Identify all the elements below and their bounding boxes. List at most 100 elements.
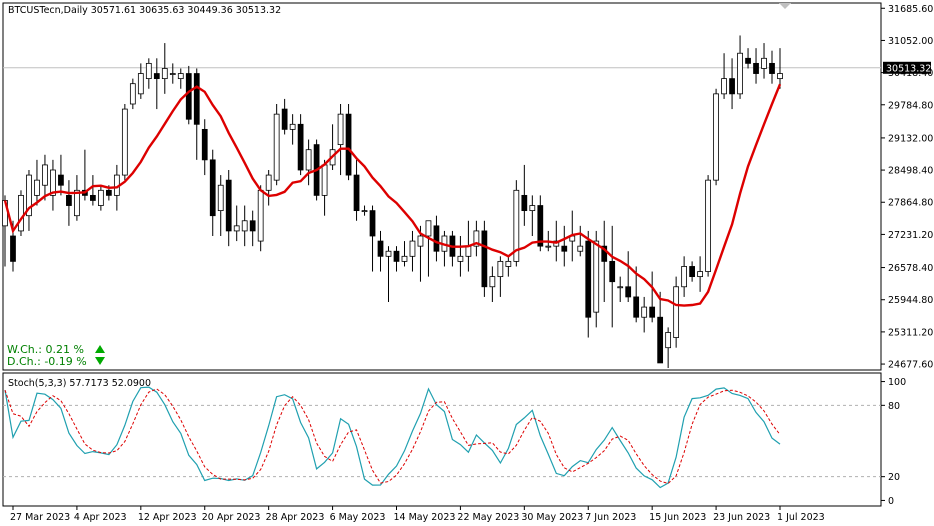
price-tick-label: 25944.80: [888, 295, 933, 306]
candle: [513, 180, 520, 267]
candle: [697, 256, 703, 292]
candle: [561, 225, 568, 267]
candles: [2, 35, 783, 368]
time-tick-label: 22 May 2023: [457, 512, 519, 523]
candle: [649, 271, 656, 323]
stoch-tick-label: 0: [888, 496, 894, 507]
time-axis: 27 Mar 2023 4 Apr 2023 12 Apr 2023 20 Apr 2…: [10, 506, 825, 523]
candle: [153, 58, 160, 110]
price-tick-label: 24677.60: [888, 360, 933, 371]
stoch-panel-frame: [2, 372, 882, 507]
price-tick-label: 25311.20: [888, 327, 933, 338]
ma-polyline: [3, 83, 782, 307]
candle: [177, 68, 184, 89]
candle: [577, 225, 584, 257]
candle: [273, 104, 280, 186]
price-tick-label: 28498.40: [888, 166, 933, 177]
price-tick-label: 26578.40: [888, 263, 933, 274]
time-tick-label: 15 Jun 2023: [649, 512, 706, 523]
candle: [50, 159, 56, 211]
candle: [297, 114, 304, 176]
candle: [457, 236, 464, 277]
candle: [521, 164, 528, 226]
candle: [593, 230, 600, 328]
candle: [265, 170, 272, 206]
candle: [129, 78, 136, 110]
candle: [90, 175, 96, 206]
candle: [145, 58, 152, 89]
up-arrow-icon: [95, 345, 105, 353]
candle: [641, 296, 648, 333]
candle: [241, 205, 248, 247]
price-tick-label: 29132.00: [888, 133, 933, 144]
candle: [681, 256, 688, 297]
candle: [42, 154, 48, 201]
candle: [257, 185, 264, 252]
candle: [609, 225, 616, 328]
candle: [769, 50, 775, 84]
time-tick-label: 7 Jun 2023: [585, 512, 636, 523]
stoch-header: Stoch(5,3,3) 57.7173 52.0900: [8, 378, 151, 389]
candle: [625, 251, 632, 302]
candle: [225, 170, 232, 247]
time-tick-label: 20 Apr 2023: [202, 512, 261, 523]
current-price-label: 30513.32: [886, 63, 931, 74]
candle: [74, 175, 80, 221]
candle: [433, 215, 440, 262]
time-tick-label: 23 Jun 2023: [713, 512, 770, 523]
stoch-axis: 100 80 20 0: [881, 377, 906, 507]
scroll-marker-icon[interactable]: [779, 3, 791, 9]
candle: [585, 230, 592, 338]
candle: [689, 261, 695, 282]
stoch-main-line: [4, 386, 781, 489]
stoch-lines: [4, 386, 781, 489]
price-tick-label: 29784.80: [888, 100, 933, 111]
candle: [121, 104, 128, 181]
price-tick-label: 31052.00: [888, 36, 933, 47]
moving-average-line: [3, 83, 782, 307]
candle: [617, 276, 624, 302]
candle: [665, 327, 672, 368]
time-tick-label: 27 Mar 2023: [10, 512, 70, 523]
candle: [137, 63, 144, 99]
time-tick-label: 28 Apr 2023: [266, 512, 325, 523]
price-tick-label: 27864.80: [888, 198, 933, 209]
candle: [393, 246, 400, 272]
candle: [58, 154, 64, 196]
time-tick-label: 6 May 2023: [330, 512, 386, 523]
candle: [281, 98, 288, 135]
candle: [345, 104, 352, 181]
candle: [369, 205, 376, 272]
daily-change: D.Ch.: -0.19 %: [7, 355, 87, 368]
candle: [777, 48, 783, 89]
stoch-tick-label: 100: [888, 377, 906, 388]
candle: [305, 139, 312, 186]
candle: [353, 159, 360, 221]
candle: [209, 149, 216, 236]
candle: [34, 159, 40, 206]
candle: [361, 205, 368, 216]
candle: [657, 291, 664, 364]
candle: [185, 65, 192, 125]
candle: [26, 170, 32, 231]
price-tick-label: 31685.60: [888, 4, 933, 15]
candle: [66, 180, 72, 226]
candle: [673, 276, 680, 348]
candle: [721, 53, 727, 99]
price-axis: 31685.6031052.0030418.4029784.8029132.00…: [881, 4, 933, 371]
candle: [737, 35, 743, 99]
candle: [377, 230, 384, 272]
candle: [97, 185, 104, 211]
current-price-tag: 30513.32: [883, 61, 931, 74]
candle: [18, 190, 24, 236]
candle: [497, 256, 504, 297]
candle: [337, 104, 344, 176]
candle: [745, 48, 751, 69]
candle: [193, 68, 200, 160]
candle: [713, 88, 719, 186]
candle: [249, 210, 256, 247]
price-tick-label: 27231.20: [888, 230, 933, 241]
candle: [753, 48, 759, 84]
time-tick-label: 12 Apr 2023: [138, 512, 197, 523]
